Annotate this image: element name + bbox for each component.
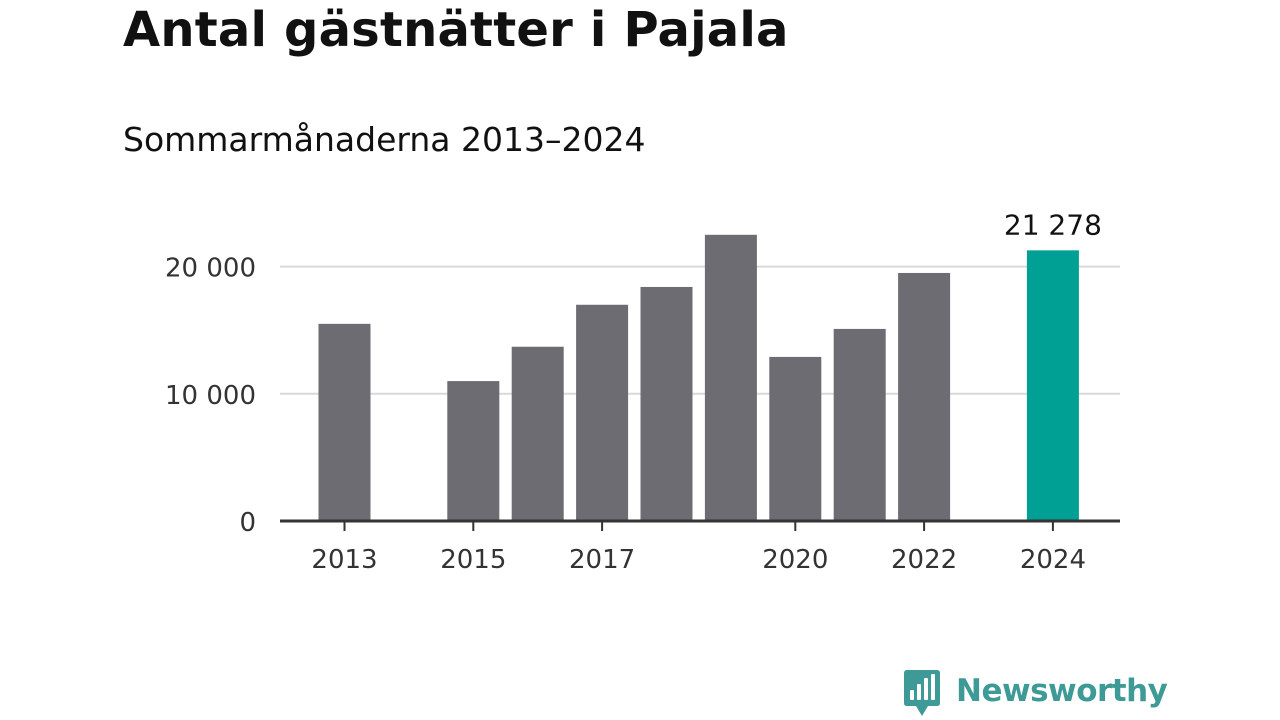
- labels: 0 10 000 20 000 21 278 2013 2015 2017 2020 2022 2…: [165, 208, 1102, 575]
- chart-title: Antal gästnätter i Pajala: [123, 2, 789, 58]
- brand-name: Newsworthy: [956, 673, 1168, 709]
- x-tick-label: 2022: [891, 545, 957, 575]
- newsworthy-chart-bubble-icon: [904, 670, 940, 716]
- x-tick-label: 2015: [440, 545, 506, 575]
- bar-value-label: 21 278: [1004, 208, 1102, 241]
- x-tick-label: 2020: [762, 545, 828, 575]
- bars: [318, 234, 1079, 522]
- bar: [511, 346, 564, 521]
- x-tick-label: 2017: [569, 545, 635, 575]
- bar: [640, 286, 693, 521]
- x-tick-label: 2013: [311, 545, 377, 575]
- chart-subtitle: Sommarmånaderna 2013–2024: [123, 120, 646, 159]
- axes: [280, 519, 1120, 531]
- bar: [704, 234, 757, 522]
- bar: [769, 356, 822, 521]
- y-tick-label: 0: [239, 508, 256, 538]
- y-tick-label: 20 000: [165, 254, 256, 284]
- bar: [833, 328, 886, 521]
- y-tick-label: 10 000: [165, 381, 256, 411]
- bar: [898, 272, 951, 521]
- bar: [318, 323, 371, 521]
- bar: [447, 381, 500, 521]
- bar-highlight: [1026, 250, 1079, 521]
- gridlines: [280, 265, 1120, 395]
- newsworthy-logo: Newsworthy: [902, 668, 1168, 718]
- x-tick-label: 2024: [1020, 545, 1086, 575]
- bar: [576, 304, 629, 521]
